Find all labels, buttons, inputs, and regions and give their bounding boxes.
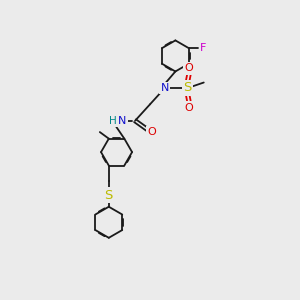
- Text: H: H: [109, 116, 117, 126]
- Text: F: F: [200, 43, 206, 53]
- Text: O: O: [147, 127, 156, 137]
- Text: S: S: [183, 81, 191, 94]
- Text: N: N: [118, 116, 126, 126]
- Text: N: N: [161, 83, 169, 93]
- Text: S: S: [105, 189, 113, 202]
- Text: O: O: [184, 103, 193, 112]
- Text: O: O: [184, 63, 193, 73]
